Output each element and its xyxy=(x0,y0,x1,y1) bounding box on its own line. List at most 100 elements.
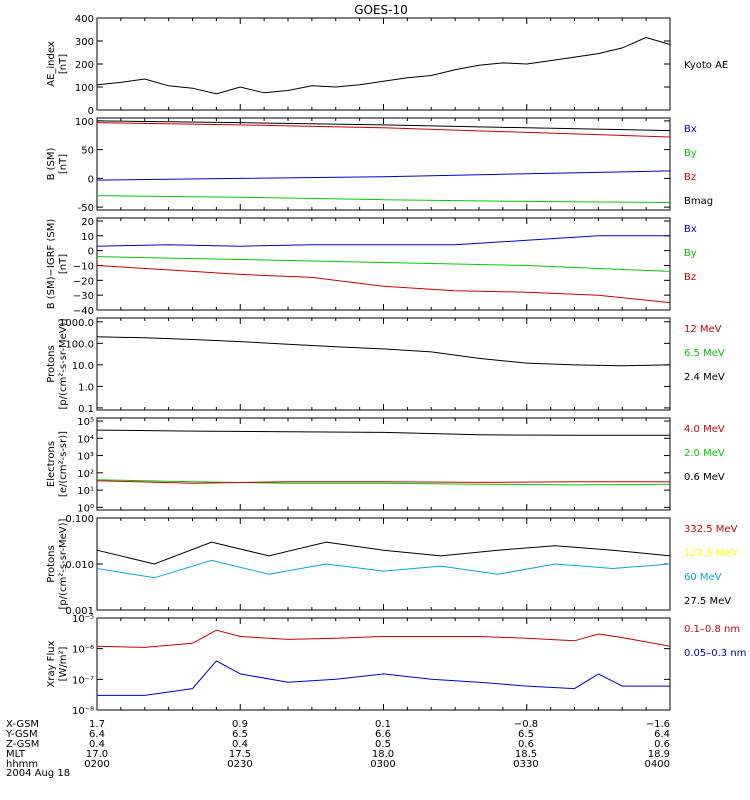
y-tick-label: 1.0 xyxy=(78,382,94,393)
footer-value: 0.6 xyxy=(518,739,534,750)
footer-value: −0.8 xyxy=(514,719,538,730)
footer-value: 18.5 xyxy=(515,749,537,760)
footer-value: 0.1 xyxy=(375,719,391,730)
y-tick-label: 300 xyxy=(75,37,94,48)
legend-entry: 60 MeV xyxy=(684,572,722,583)
footer-value: 0230 xyxy=(227,759,252,770)
y-tick-label: −20 xyxy=(73,276,94,287)
y-axis-label: [e/(cm²-s-sr)] xyxy=(58,431,69,497)
y-tick-label: 10² xyxy=(77,469,94,480)
panel-frame xyxy=(96,517,671,611)
panel-7: 10⁻⁵ 10⁻⁶ 10⁻⁷ 10⁻⁸ Xray Flux [W/m²] 0.1–0.8 n… xyxy=(46,614,746,717)
series-line-bx xyxy=(96,170,671,181)
footer-value: 17.0 xyxy=(86,749,108,760)
series-line-kyoto-ae xyxy=(96,36,671,95)
legend-entry: Bx xyxy=(684,224,697,235)
footer-value: 0.4 xyxy=(89,739,105,750)
footer-value: 0.9 xyxy=(232,719,248,730)
y-tick-label: 0 xyxy=(88,106,94,117)
legend-entry: Bz xyxy=(684,172,696,183)
y-tick-label: 100 xyxy=(75,117,94,128)
series-line-bz xyxy=(96,265,671,304)
footer-value: 0200 xyxy=(84,759,109,770)
y-tick-label: 10 xyxy=(81,232,94,243)
footer-value: 0400 xyxy=(645,759,670,770)
panel-frame xyxy=(96,17,671,111)
panel-6: 0.100 0.010 0.001 Protons [p/(cm²-s-sr-MeV)]… xyxy=(46,514,738,617)
panel-frame xyxy=(96,617,671,711)
legend-entry: 122.5 MeV xyxy=(684,548,738,559)
footer-value: 6.5 xyxy=(232,729,248,740)
legend-entry: 27.5 MeV xyxy=(684,596,731,607)
legend-entry: Bmag xyxy=(684,196,713,207)
footer-row-label: MLT xyxy=(6,749,26,760)
figure-title: GOES-10 xyxy=(354,3,408,17)
y-tick-label: 0.1 xyxy=(78,404,94,415)
y-tick-label: 20 xyxy=(81,217,94,228)
series-line-by xyxy=(96,195,671,203)
series-line-27-5-mev xyxy=(96,541,671,565)
y-tick-label: 400 xyxy=(75,14,94,25)
y-tick-label: 10⁻⁸ xyxy=(72,706,94,717)
legend-entry: 2.0 MeV xyxy=(684,448,725,459)
footer-value: 0300 xyxy=(370,759,395,770)
series-line-60-mev xyxy=(96,559,671,579)
y-tick-label: 100.0 xyxy=(65,339,94,350)
y-tick-label: −30 xyxy=(73,291,94,302)
legend-entry: Bx xyxy=(684,124,697,135)
series-line-0-1-0-8-nm xyxy=(96,629,671,648)
legend-entry: 12 MeV xyxy=(684,324,722,335)
y-tick-label: 100 xyxy=(75,83,94,94)
footer-value: 6.5 xyxy=(518,729,534,740)
y-axis-label: Electrons xyxy=(46,441,57,487)
footer-value: 6.4 xyxy=(89,729,105,740)
legend-entry: 0.6 MeV xyxy=(684,472,725,483)
footer-value: 1.7 xyxy=(89,719,105,730)
footer-row-label: X-GSM xyxy=(6,719,39,730)
legend-entry: 0.1–0.8 nm xyxy=(684,624,740,635)
y-tick-label: 0.001 xyxy=(65,606,94,617)
footer-value: 0330 xyxy=(513,759,538,770)
footer-row-label: Z-GSM xyxy=(6,739,39,750)
footer-row-label: hhmm xyxy=(6,759,38,770)
series-line-bz xyxy=(96,122,671,138)
y-tick-label: −40 xyxy=(73,306,94,317)
footer-value: 0.4 xyxy=(232,739,248,750)
panel-frame xyxy=(96,417,671,511)
date-label: 2004 Aug 18 xyxy=(6,768,70,779)
footer-value: −1.6 xyxy=(646,719,670,730)
y-axis-label: [nT] xyxy=(58,154,69,174)
legend-entry: Kyoto AE xyxy=(684,60,728,71)
series-line-bx xyxy=(96,235,670,247)
series-line-by xyxy=(96,256,671,272)
legend-entry: By xyxy=(684,148,697,159)
y-axis-label: [nT] xyxy=(58,254,69,274)
panel-frame xyxy=(96,217,671,311)
footer-row-label: Y-GSM xyxy=(5,729,38,740)
y-tick-label: 10⁴ xyxy=(77,434,94,445)
footer-value: 0.6 xyxy=(654,739,670,750)
y-tick-label: 0 xyxy=(88,247,94,258)
panel-3: 20 10 0 −10 −20 −30 −40 B (SM)−IGRF (SM) [nT] Bx B… xyxy=(46,217,697,317)
legend-entry: 2.4 MeV xyxy=(684,372,725,383)
y-tick-label: -50 xyxy=(78,203,94,214)
series-line-0-6-mev xyxy=(96,429,670,436)
series-line-bmag xyxy=(96,120,671,132)
y-axis-label: [p/(cm²-s-sr-MeV)] xyxy=(58,518,69,609)
y-axis-label: Protons xyxy=(46,545,57,582)
panel-frame xyxy=(96,317,671,411)
y-axis-label: B (SM)−IGRF (SM) xyxy=(46,219,57,310)
y-axis-label: [W/m²] xyxy=(58,646,69,681)
y-tick-label: −10 xyxy=(73,261,94,272)
y-axis-label: AE_index xyxy=(46,41,57,87)
series-line-0-05-0-3-nm xyxy=(97,660,670,696)
footer-value: 6.4 xyxy=(654,729,670,740)
y-tick-label: 1000.0 xyxy=(59,318,94,329)
legend-entry: 332.5 MeV xyxy=(684,524,738,535)
legend-entry: Bz xyxy=(684,272,696,283)
footer-value: 17.5 xyxy=(229,749,251,760)
series-line-4-0-mev xyxy=(96,480,670,484)
panel-2: 100 50 0 -50 B (SM) [nT] Bx By Bz Bmag xyxy=(46,117,713,214)
